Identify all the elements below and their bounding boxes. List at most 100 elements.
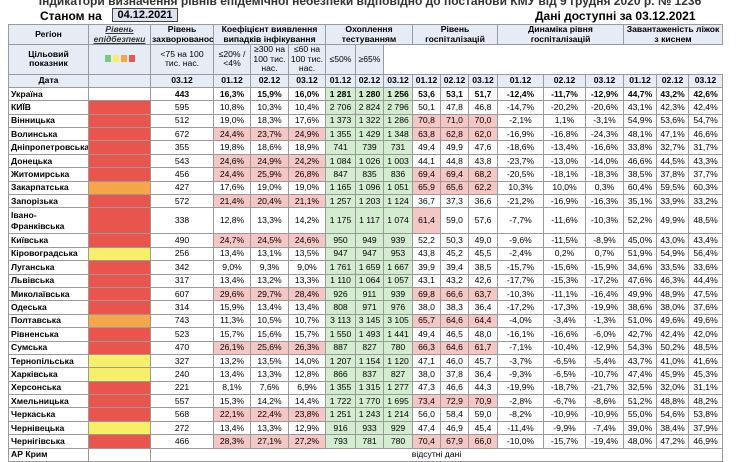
cell: 949 bbox=[355, 233, 384, 248]
cell: 59,0 bbox=[440, 207, 470, 235]
cell: 950 bbox=[325, 233, 356, 248]
cell: 48,5% bbox=[688, 340, 724, 355]
region: Миколаївська bbox=[8, 286, 89, 302]
cell: 1 441 bbox=[382, 327, 414, 342]
cell: 1 064 bbox=[355, 273, 384, 288]
cell: 781 bbox=[355, 434, 384, 449]
cell: 866 bbox=[325, 367, 356, 382]
cell: 827 bbox=[382, 367, 414, 382]
region-row: Волинська 672 24,4% 23,7% 24,9% 1 355 1 429 1 3… bbox=[8, 127, 724, 142]
date: 02.12 bbox=[543, 73, 587, 88]
cell: -13,4% bbox=[543, 140, 587, 155]
cell: -16,4% bbox=[585, 286, 625, 302]
cell: 916 bbox=[325, 420, 356, 436]
cell: 15,3% bbox=[213, 394, 251, 409]
cell: 19,0% bbox=[250, 180, 289, 196]
cell: 835 bbox=[355, 167, 384, 182]
cell: 37,6% bbox=[688, 300, 724, 315]
region: Кіровоградська bbox=[8, 246, 89, 262]
cell: 17,6% bbox=[288, 113, 326, 129]
level bbox=[88, 167, 151, 182]
region: Одеська bbox=[8, 300, 89, 315]
cell: 9,3% bbox=[250, 260, 289, 275]
cell: 780 bbox=[382, 340, 414, 355]
cell: 1 770 bbox=[355, 394, 384, 409]
cell: 14,4% bbox=[288, 394, 326, 409]
cell: 19,8% bbox=[213, 140, 251, 155]
group-name: Завантаженість ліжок з киснем bbox=[623, 24, 724, 45]
cell: 13,4% bbox=[213, 273, 251, 288]
cell: 10,3% bbox=[497, 180, 545, 196]
cell: 24,2% bbox=[288, 153, 326, 169]
level bbox=[88, 286, 151, 302]
cell: 10,8% bbox=[213, 100, 251, 115]
cell: 42,0% bbox=[688, 327, 724, 342]
cell: 2 796 bbox=[382, 100, 414, 115]
cell: 48,2% bbox=[688, 394, 724, 409]
cell: 1 110 bbox=[325, 273, 356, 288]
cell: 10,5% bbox=[250, 313, 289, 329]
cell: -10,3% bbox=[497, 286, 545, 302]
cell: 68,2 bbox=[468, 167, 499, 182]
cell: 672 bbox=[150, 127, 214, 142]
cell: 13,3% bbox=[250, 207, 289, 235]
cell: 13,3% bbox=[250, 367, 289, 382]
region: Львівська bbox=[8, 273, 89, 288]
cell: 70,8 bbox=[412, 113, 442, 129]
level bbox=[88, 394, 151, 409]
cell: 13,4% bbox=[288, 300, 326, 315]
cell: 51,0% bbox=[623, 313, 658, 329]
cell: 9,0% bbox=[288, 260, 326, 275]
light-icon bbox=[128, 54, 135, 62]
date-label: Дата bbox=[8, 73, 89, 88]
cell: 38,0 bbox=[412, 300, 442, 315]
cell: 70,4 bbox=[412, 434, 442, 449]
cell: 13,4% bbox=[213, 367, 251, 382]
group-name: Рівень захворюваності bbox=[150, 24, 214, 45]
region-label: Регіон bbox=[8, 24, 89, 45]
cell: -16,6% bbox=[543, 327, 587, 342]
level bbox=[88, 140, 151, 155]
region: Донецька bbox=[8, 153, 89, 169]
cell: 51,2% bbox=[623, 394, 658, 409]
cell: 13,5% bbox=[250, 353, 289, 369]
cell: 741 bbox=[325, 140, 356, 155]
cell: 18,6% bbox=[250, 140, 289, 155]
cell: 37,9% bbox=[688, 420, 724, 436]
cell: -19,4% bbox=[585, 434, 625, 449]
cell: 51,9% bbox=[623, 246, 658, 262]
cell: 47,8 bbox=[440, 100, 470, 115]
cell: 1 695 bbox=[382, 394, 414, 409]
cell: -18,7% bbox=[543, 380, 587, 396]
region-row: Запорізька 572 21,4% 20,4% 21,1% 1 257 1 203 1 … bbox=[8, 194, 724, 209]
cell: 2 824 bbox=[355, 100, 384, 115]
cell: -12,9% bbox=[585, 340, 625, 355]
cell: -9,6% bbox=[497, 233, 545, 248]
cell: 55,0% bbox=[623, 407, 658, 422]
date: 02.12 bbox=[440, 73, 470, 88]
cell: 739 bbox=[355, 140, 384, 155]
cell: 36,4 bbox=[468, 367, 499, 382]
region-row: Харківська 240 13,4% 13,3% 12,8% 866 837 827 38,… bbox=[8, 367, 724, 382]
cell: 38,3 bbox=[440, 300, 470, 315]
cell: 947 bbox=[355, 246, 384, 262]
region: Дніпропетровська bbox=[8, 140, 89, 155]
cell: 7,6% bbox=[250, 380, 289, 396]
cell: 8,1% bbox=[213, 380, 251, 396]
cell: -12,4% bbox=[497, 86, 545, 102]
cell: 2 706 bbox=[325, 100, 356, 115]
region-row: Кіровоградська 256 13,4% 13,1% 13,5% 947 947 95… bbox=[8, 246, 724, 262]
cell: 19,0% bbox=[288, 180, 326, 196]
cell: 1 281 bbox=[325, 86, 356, 102]
cell: 1 096 bbox=[355, 180, 384, 196]
cell: -10,9% bbox=[543, 407, 587, 422]
level bbox=[88, 353, 151, 369]
cell: 26,1% bbox=[213, 340, 251, 355]
cell: 327 bbox=[150, 353, 214, 369]
cell: 317 bbox=[150, 273, 214, 288]
date: 03.12 bbox=[288, 73, 326, 88]
cell: -10,3% bbox=[585, 207, 625, 235]
cell: -16,1% bbox=[497, 327, 545, 342]
cell: 49,9 bbox=[440, 140, 470, 155]
region: Рівненська bbox=[8, 327, 89, 342]
